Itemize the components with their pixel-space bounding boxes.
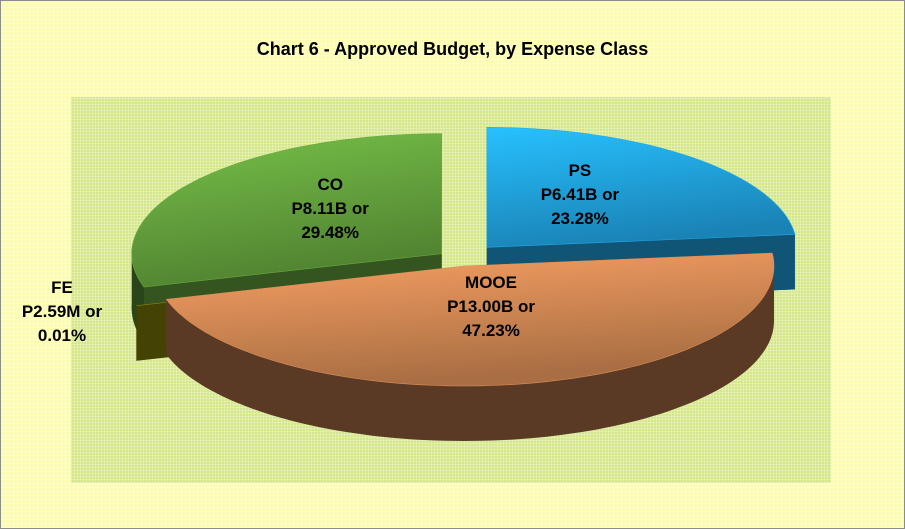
slice-category: PS [568,161,592,181]
slice-category: MOOE [465,272,517,292]
slice-value-label: P8.11B or 29.48% [291,199,369,243]
slice-side [166,266,775,440]
slice-value-label: P13.00B or 47.23% [447,296,535,340]
slice-category: CO [317,175,343,195]
data-label: CO P8.11B or 29.48% [268,173,392,245]
data-label: FE P2.59M or 0.01% [0,276,124,348]
data-label: MOOE P13.00B or 47.23% [429,271,553,343]
slice-value-label: P2.59M or 0.01% [21,302,103,346]
data-label: PS P6.41B or 23.28% [518,159,642,231]
slice-value-label: P6.41B or 23.28% [540,185,620,229]
pie-slice [165,252,775,387]
pie-slice [486,126,796,248]
chart-title: Chart 6 - Approved Budget, by Expense Cl… [256,39,649,59]
slice-category: FE [51,278,73,298]
pie-slice [131,133,443,288]
